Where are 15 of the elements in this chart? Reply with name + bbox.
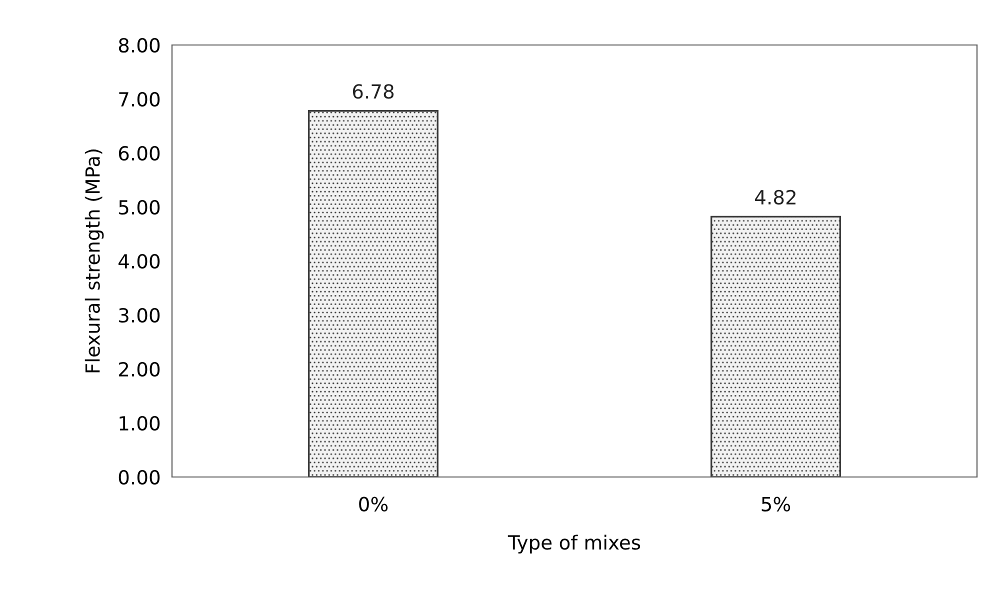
y-tick-label: 5.00 [119,200,160,215]
data-label: 6.78 [352,84,394,99]
x-tick-label: 5% [762,496,790,512]
y-tick-label: 2.00 [119,362,160,377]
data-label: 4.82 [755,190,796,205]
y-tick-label: 0.00 [118,470,160,485]
y-axis-title: Flexural strength (MPa) [84,150,104,372]
x-axis-title: Type of mixes [508,534,640,554]
y-tick-label: 1.00 [120,416,160,431]
y-tick-label: 8.00 [118,38,160,53]
y-tick-label: 7.00 [119,92,160,107]
x-tick-label: 0% [359,496,388,512]
y-tick-label: 3.00 [119,308,160,323]
y-tick-label: 4.00 [118,254,160,269]
y-tick-label: 6.00 [118,146,160,161]
